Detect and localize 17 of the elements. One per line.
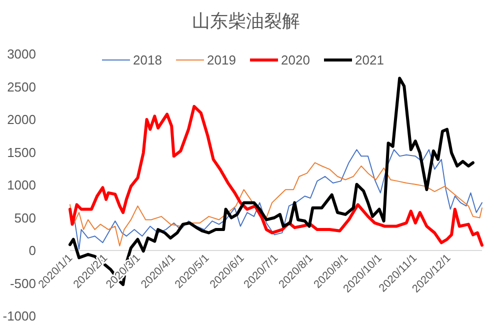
line-series [74, 149, 482, 250]
legend-label: 2020 [281, 52, 310, 68]
y-tick-label: -500 [10, 276, 36, 291]
legend-label: 2021 [355, 52, 384, 68]
y-tick-label: 500 [14, 210, 36, 226]
y-tick-label: 1500 [7, 144, 36, 160]
line-series [68, 104, 484, 247]
y-tick-label: 2000 [7, 112, 36, 127]
legend-label: 2018 [133, 52, 162, 68]
y-tick-label: -1000 [2, 308, 36, 324]
legend-label: 2019 [207, 52, 236, 68]
line-series [70, 162, 482, 246]
chart-title: 山东柴油裂解 [192, 11, 300, 31]
y-tick-label: 2500 [7, 79, 36, 94]
y-tick-label: 1000 [7, 178, 36, 192]
y-tick-label: 0 [28, 243, 36, 258]
y-tick-label: 3000 [7, 46, 36, 62]
